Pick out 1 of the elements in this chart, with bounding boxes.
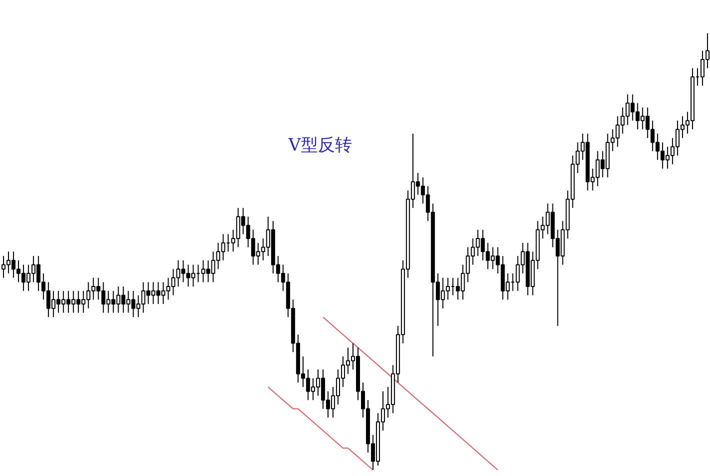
annotation: V型反转 (288, 136, 352, 156)
